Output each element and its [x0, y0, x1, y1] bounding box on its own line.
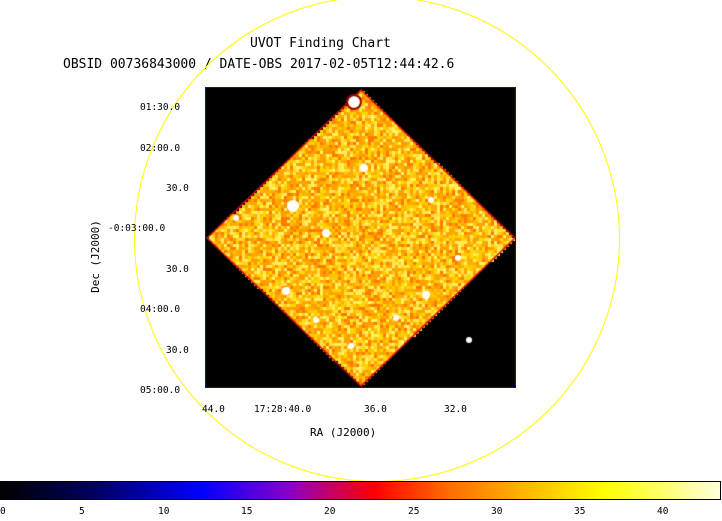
x-axis-label: RA (J2000) [310, 426, 377, 439]
colorbar-tick-30: 30 [491, 506, 503, 517]
ra-tick-2: 17:28:40.0 [254, 404, 312, 415]
dec-tick-8: 05:00.0 [140, 385, 181, 396]
colorbar-tick-0: 0 [0, 506, 6, 517]
colorbar-tick-25: 25 [408, 506, 420, 517]
dec-tick-7: 30.0 [166, 345, 189, 356]
dec-tick-2: 02:00.0 [140, 143, 181, 154]
ra-tick-4: 32.0 [444, 404, 467, 415]
dec-tick-1: 01:30.0 [140, 102, 181, 113]
sky-image [206, 88, 515, 387]
colorbar-tick-5: 5 [79, 506, 85, 517]
colorbar-tick-35: 35 [574, 506, 586, 517]
dec-tick-6: 04:00.0 [140, 304, 181, 315]
dec-tick-4: -0:03:00.0 [108, 223, 166, 234]
image-frame [205, 87, 516, 388]
colorbar-tick-20: 20 [324, 506, 336, 517]
colorbar [0, 481, 721, 500]
colorbar-tick-15: 15 [241, 506, 253, 517]
colorbar-tick-40: 40 [657, 506, 669, 517]
ra-tick-3: 36.0 [364, 404, 387, 415]
y-axis-label: Dec (J2000) [88, 220, 102, 293]
colorbar-tick-10: 10 [158, 506, 170, 517]
dec-tick-5: 30.0 [166, 264, 189, 275]
ra-tick-1: 44.0 [202, 404, 225, 415]
dec-tick-3: 30.0 [166, 183, 189, 194]
